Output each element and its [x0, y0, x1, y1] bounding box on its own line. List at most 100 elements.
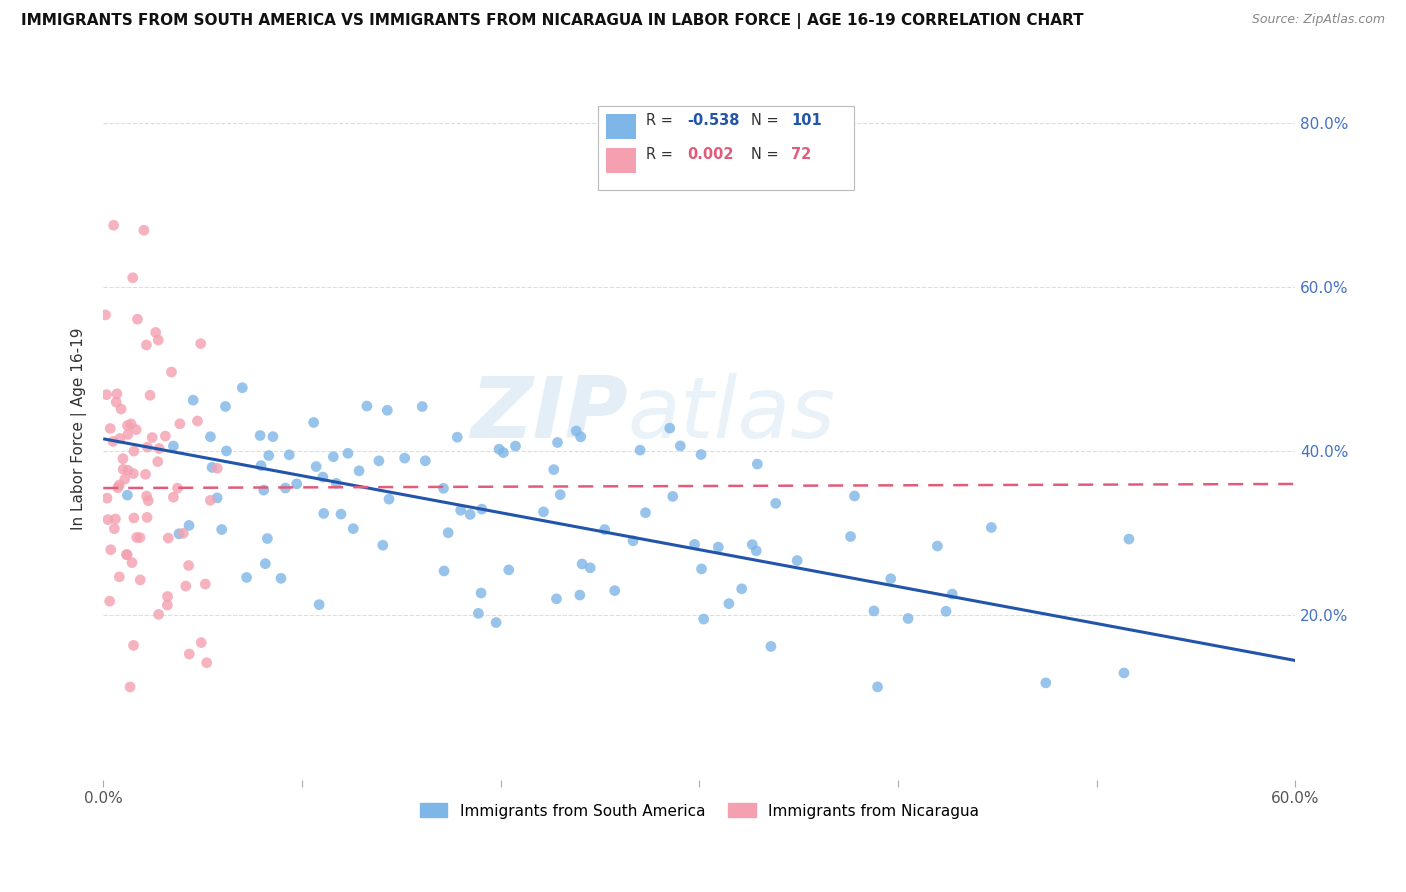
Point	[546, 591, 568, 606]
Point	[786, 553, 808, 567]
Point	[195, 656, 218, 670]
Point	[105, 395, 128, 409]
Point	[347, 464, 370, 478]
Point	[121, 270, 143, 285]
Point	[498, 563, 520, 577]
Point	[488, 442, 510, 457]
Point	[759, 640, 782, 654]
FancyBboxPatch shape	[606, 114, 636, 139]
Point	[157, 531, 180, 545]
Point	[136, 510, 159, 524]
Point	[200, 493, 222, 508]
Point	[470, 586, 492, 600]
Point	[135, 338, 157, 352]
Point	[129, 531, 152, 545]
Point	[167, 526, 190, 541]
Point	[105, 387, 128, 401]
Text: ZIP: ZIP	[470, 373, 628, 456]
Point	[683, 537, 706, 551]
FancyBboxPatch shape	[606, 148, 636, 173]
Point	[866, 680, 889, 694]
Point	[367, 454, 389, 468]
Point	[897, 611, 920, 625]
Point	[565, 424, 588, 438]
FancyBboxPatch shape	[598, 105, 855, 190]
Text: 101: 101	[792, 113, 823, 128]
Point	[492, 445, 515, 459]
Point	[134, 467, 156, 482]
Point	[980, 520, 1002, 534]
Point	[628, 443, 651, 458]
Point	[235, 570, 257, 584]
Point	[98, 421, 121, 435]
Point	[312, 470, 335, 484]
Point	[450, 503, 472, 517]
Point	[211, 523, 233, 537]
Point	[108, 478, 131, 492]
Point	[100, 542, 122, 557]
Point	[661, 490, 683, 504]
Point	[117, 463, 139, 477]
Point	[98, 594, 121, 608]
Point	[747, 457, 769, 471]
Point	[114, 472, 136, 486]
Point	[471, 502, 494, 516]
Point	[125, 423, 148, 437]
Point	[433, 564, 456, 578]
Point	[844, 489, 866, 503]
Point	[707, 540, 730, 554]
Point	[690, 448, 713, 462]
Point	[446, 430, 468, 444]
Point	[262, 429, 284, 443]
Point	[120, 680, 142, 694]
Point	[548, 488, 571, 502]
Point	[1035, 676, 1057, 690]
Legend: Immigrants from South America, Immigrants from Nicaragua: Immigrants from South America, Immigrant…	[413, 797, 984, 824]
Point	[543, 462, 565, 476]
Point	[166, 481, 188, 495]
Point	[160, 365, 183, 379]
Point	[177, 518, 200, 533]
Point	[156, 590, 179, 604]
Point	[249, 428, 271, 442]
Point	[571, 557, 593, 571]
Point	[330, 507, 353, 521]
Point	[485, 615, 508, 630]
Point	[117, 488, 139, 502]
Text: Source: ZipAtlas.com: Source: ZipAtlas.com	[1251, 13, 1385, 27]
Point	[122, 467, 145, 481]
Point	[129, 573, 152, 587]
Point	[96, 387, 118, 401]
Text: N =: N =	[751, 113, 783, 128]
Point	[505, 439, 527, 453]
Point	[162, 490, 184, 504]
Point	[717, 597, 740, 611]
Text: IMMIGRANTS FROM SOUTH AMERICA VS IMMIGRANTS FROM NICARAGUA IN LABOR FORCE | AGE : IMMIGRANTS FROM SOUTH AMERICA VS IMMIGRA…	[21, 13, 1084, 29]
Point	[547, 435, 569, 450]
Point	[285, 476, 308, 491]
Point	[669, 439, 692, 453]
Point	[741, 538, 763, 552]
Point	[863, 604, 886, 618]
Point	[174, 579, 197, 593]
Point	[148, 607, 170, 622]
Text: R =: R =	[645, 113, 678, 128]
Point	[394, 451, 416, 466]
Point	[215, 444, 238, 458]
Point	[378, 492, 401, 507]
Point	[231, 381, 253, 395]
Point	[122, 444, 145, 458]
Point	[97, 513, 120, 527]
Point	[1118, 532, 1140, 546]
Point	[325, 476, 347, 491]
Point	[115, 548, 138, 562]
Point	[120, 417, 142, 431]
Point	[122, 638, 145, 652]
Point	[148, 333, 170, 347]
Text: N =: N =	[751, 147, 783, 162]
Point	[278, 448, 301, 462]
Point	[690, 562, 713, 576]
Point	[101, 434, 124, 449]
Point	[141, 430, 163, 444]
Point	[121, 556, 143, 570]
